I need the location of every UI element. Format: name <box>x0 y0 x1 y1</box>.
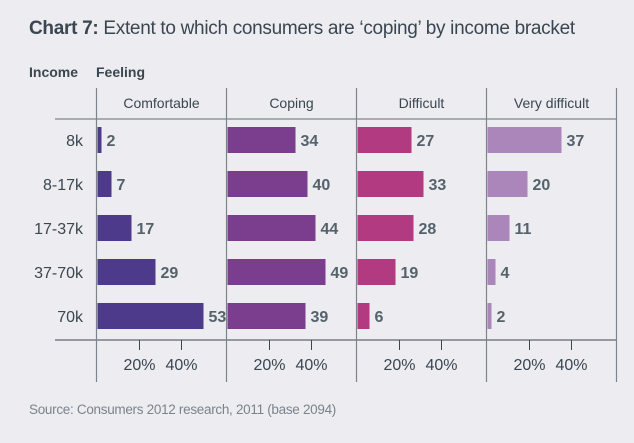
x-tick-label: 40% <box>555 357 587 374</box>
data-label: 34 <box>301 133 319 150</box>
data-label: 39 <box>311 309 329 326</box>
category-label: 70k <box>57 309 84 326</box>
data-label: 20 <box>533 177 551 194</box>
data-label: 7 <box>117 177 126 194</box>
income-header: Income <box>29 64 79 80</box>
x-tick-label: 40% <box>165 357 197 374</box>
panel-header-coping: Coping <box>269 95 313 111</box>
panel-header-comfortable: Comfortable <box>123 95 199 111</box>
chart-title: Chart 7: Extent to which consumers are ‘… <box>29 18 575 40</box>
data-label: 19 <box>401 265 419 282</box>
bar <box>97 215 132 241</box>
bar <box>227 171 308 197</box>
data-label: 2 <box>107 133 116 150</box>
bar <box>357 303 370 329</box>
data-label: 28 <box>419 221 437 238</box>
bar <box>97 259 156 285</box>
bar <box>97 127 102 153</box>
panel-header-difficult: Difficult <box>399 95 445 111</box>
data-label: 29 <box>161 265 179 282</box>
x-tick-label: 20% <box>253 357 285 374</box>
x-tick-label: 20% <box>123 357 155 374</box>
bar <box>357 215 414 241</box>
data-label: 33 <box>429 177 447 194</box>
bar <box>487 259 496 285</box>
feeling-header: Feeling <box>96 64 146 80</box>
data-label: 4 <box>501 265 510 282</box>
x-tick-label: 40% <box>425 357 457 374</box>
bar <box>487 127 562 153</box>
category-label: 37-70k <box>34 265 84 282</box>
chart-number: Chart 7: <box>29 18 99 39</box>
bar <box>97 171 112 197</box>
data-label: 2 <box>497 309 506 326</box>
chart-title-text: Extent to which consumers are ‘coping’ b… <box>98 18 575 39</box>
data-label: 53 <box>209 309 227 326</box>
bar <box>357 127 412 153</box>
data-label: 37 <box>567 133 585 150</box>
x-tick-label: 20% <box>513 357 545 374</box>
data-label: 6 <box>375 309 384 326</box>
bar <box>227 215 316 241</box>
data-label: 49 <box>331 265 349 282</box>
bar <box>487 215 510 241</box>
data-label: 44 <box>321 221 339 238</box>
data-label: 17 <box>137 221 155 238</box>
data-label: 11 <box>515 221 532 238</box>
bar <box>487 171 528 197</box>
bar <box>227 127 296 153</box>
x-tick-label: 20% <box>383 357 415 374</box>
source-note: Source: Consumers 2012 research, 2011 (b… <box>29 402 336 417</box>
category-label: 8-17k <box>43 177 84 194</box>
category-label: 17-37k <box>34 221 84 238</box>
data-label: 27 <box>417 133 435 150</box>
category-label: 8k <box>66 133 84 150</box>
bar <box>357 259 396 285</box>
bar <box>227 259 326 285</box>
data-label: 40 <box>313 177 331 194</box>
bar <box>97 303 204 329</box>
bar <box>487 303 492 329</box>
bar <box>357 171 424 197</box>
bar <box>227 303 306 329</box>
x-tick-label: 40% <box>295 357 327 374</box>
panel-header-very-difficult: Very difficult <box>514 95 589 111</box>
